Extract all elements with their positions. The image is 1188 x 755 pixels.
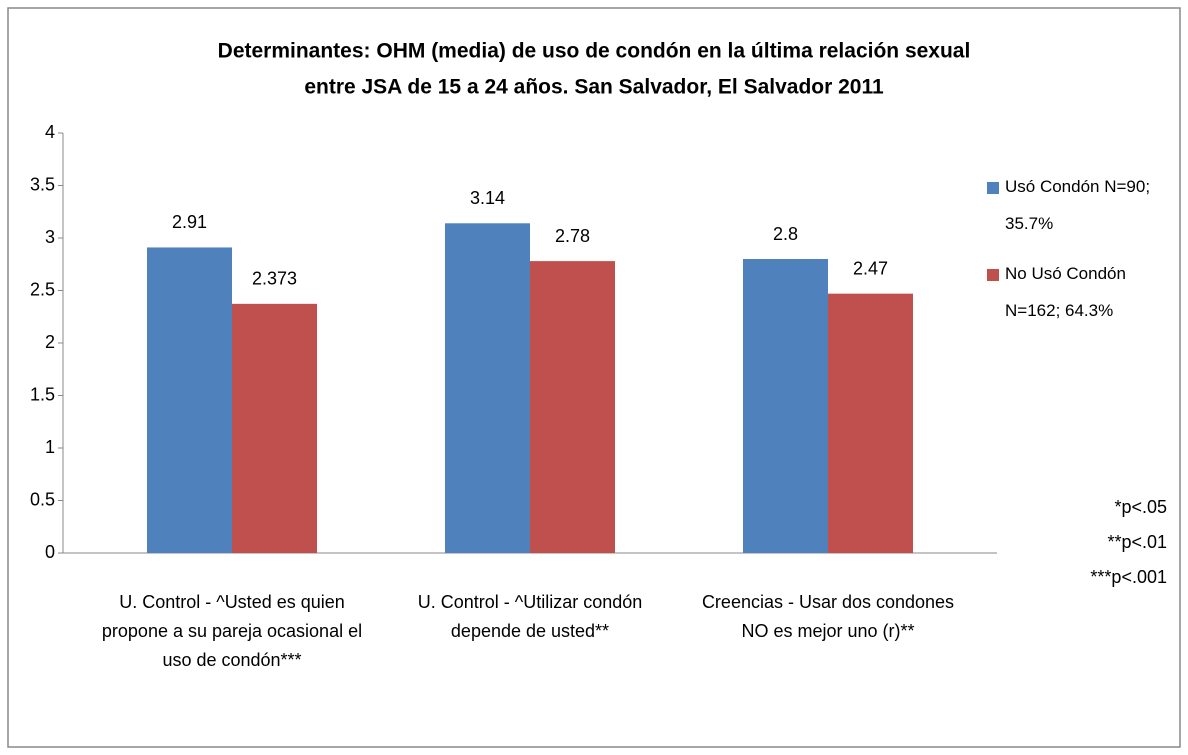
- legend-label: Usó Condón N=90; 35.7%: [1005, 177, 1150, 233]
- x-tick-label: U. Control - ^Usted es quien propone a su…: [102, 592, 362, 670]
- y-tick-label: 3.5: [30, 174, 55, 194]
- annotation: ***p<.001: [1090, 567, 1167, 587]
- bar: [828, 293, 913, 553]
- bar: [232, 303, 317, 553]
- y-tick-label: 1.5: [30, 384, 55, 404]
- bar: [530, 261, 615, 553]
- chart-title: Determinantes: OHM (media) de uso de con…: [218, 40, 971, 63]
- legend-label: No Usó Condón N=162; 64.3%: [1005, 264, 1126, 320]
- y-tick-label: 0: [45, 542, 55, 562]
- bar: [743, 259, 828, 553]
- legend-swatch: [987, 269, 999, 281]
- x-tick-label: U. Control - ^Utilizar condón depende de …: [418, 592, 643, 641]
- value-label: 2.91: [172, 212, 207, 232]
- value-label: 2.78: [555, 226, 590, 246]
- value-label: 2.8: [773, 224, 798, 244]
- value-label: 2.373: [252, 269, 297, 289]
- y-tick-label: 0.5: [30, 489, 55, 509]
- legend-swatch: [987, 182, 999, 194]
- y-tick-label: 4: [45, 122, 55, 142]
- bar: [445, 223, 530, 554]
- annotation: *p<.05: [1114, 497, 1167, 517]
- y-tick-label: 3: [45, 227, 55, 247]
- y-tick-label: 1: [45, 437, 55, 457]
- y-tick-label: 2: [45, 332, 55, 352]
- value-label: 2.47: [853, 258, 888, 278]
- x-tick-label: Creencias - Usar dos condones NO es mejor…: [702, 592, 954, 641]
- bar: [147, 247, 232, 553]
- y-tick-label: 2.5: [30, 279, 55, 299]
- value-label: 3.14: [470, 188, 505, 208]
- annotation: **p<.01: [1107, 532, 1167, 552]
- chart-title: entre JSA de 15 a 24 años. San Salvador,…: [304, 76, 884, 99]
